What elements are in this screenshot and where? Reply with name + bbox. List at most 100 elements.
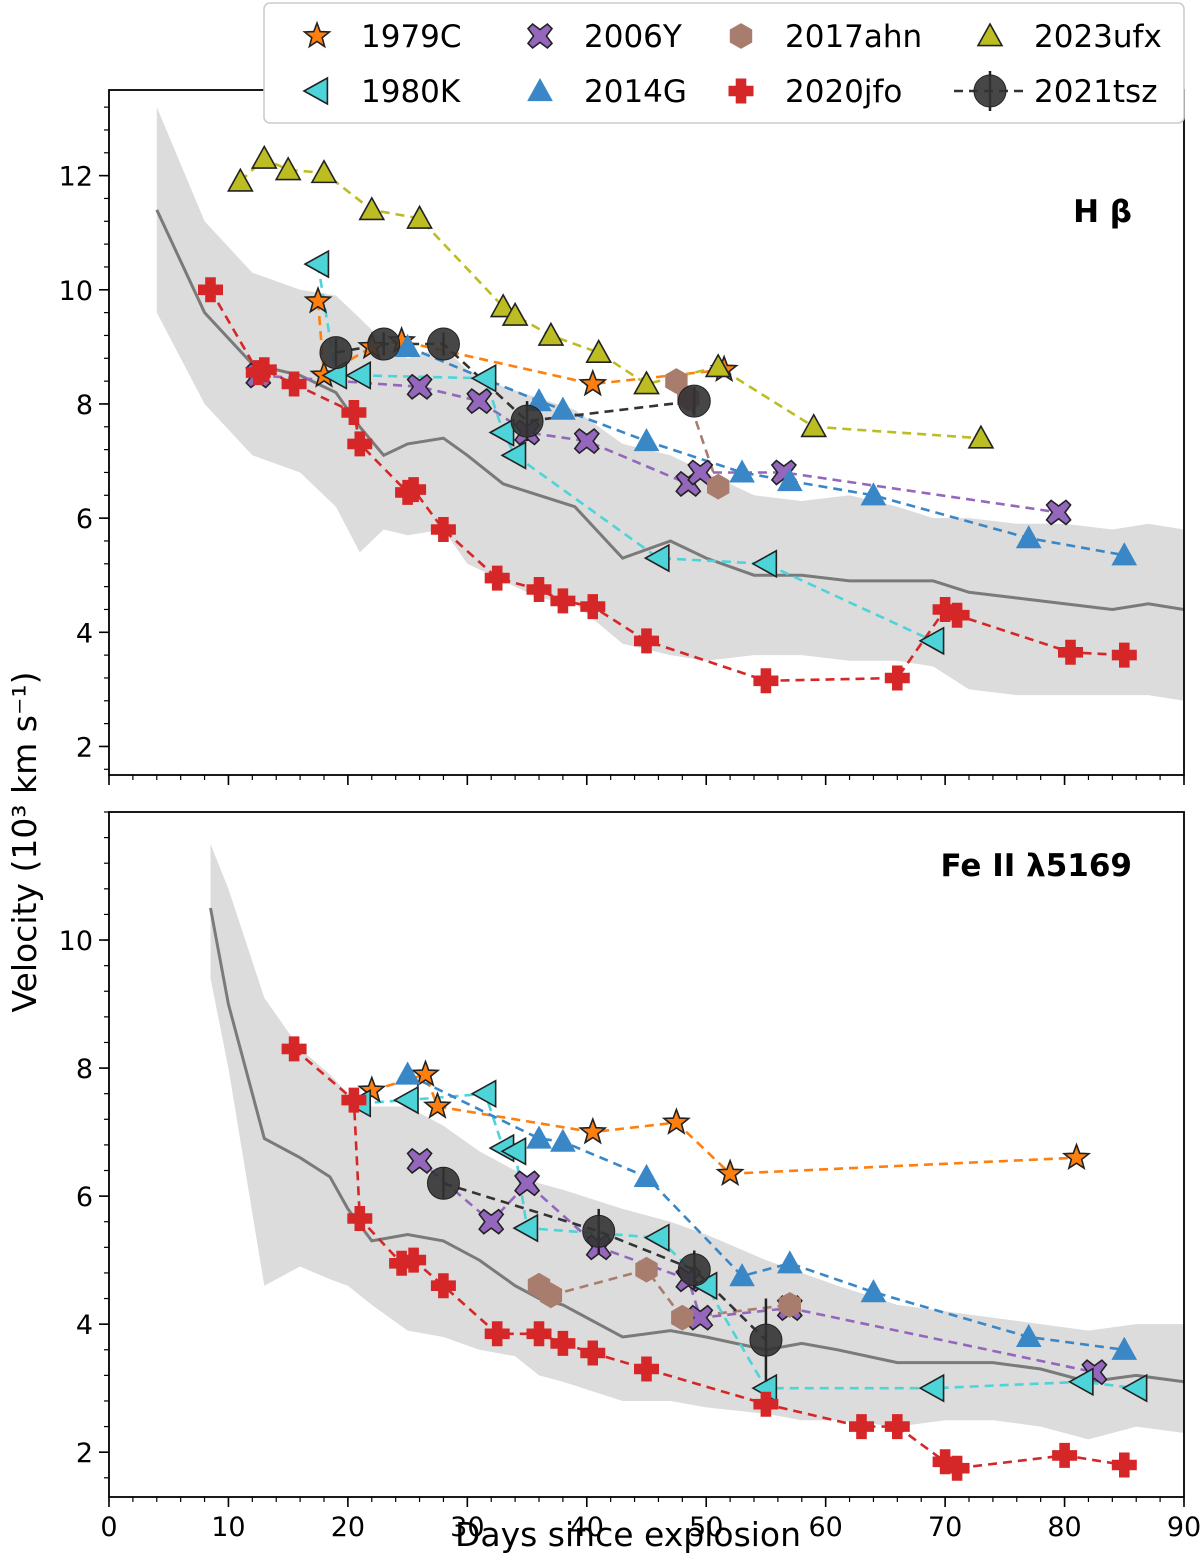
legend-label-2021tsz: 2021tsz bbox=[1034, 74, 1157, 110]
point-2020jfo bbox=[1111, 642, 1137, 668]
series-line-2021tsz bbox=[443, 1182, 767, 1342]
point-1979C bbox=[411, 1059, 441, 1087]
point-2023ufx bbox=[585, 338, 613, 363]
legend-entry-1980K: 1980K bbox=[302, 74, 461, 110]
point-2017ahn bbox=[539, 1282, 563, 1309]
point-1980K bbox=[500, 1136, 527, 1166]
series-1980K bbox=[303, 249, 945, 656]
point-1979C bbox=[422, 1091, 452, 1119]
point-2020jfo bbox=[484, 565, 510, 591]
point-2014G bbox=[776, 1250, 803, 1274]
legend-marker-2006Y bbox=[526, 22, 554, 50]
point-2020jfo bbox=[1058, 639, 1083, 665]
point-2014G bbox=[394, 333, 421, 357]
point-2006Y bbox=[406, 373, 433, 400]
point-1980K bbox=[345, 361, 372, 390]
point-2020jfo bbox=[932, 597, 958, 622]
y-tick-label: 4 bbox=[76, 1310, 93, 1341]
point-1980K bbox=[1067, 1367, 1094, 1397]
point-2021tsz bbox=[426, 327, 460, 361]
point-1979C bbox=[578, 1116, 608, 1145]
point-2020jfo bbox=[884, 1414, 910, 1440]
point-2021tsz bbox=[749, 1323, 783, 1357]
point-2021tsz bbox=[677, 1253, 711, 1287]
legend-marker-2014G bbox=[527, 77, 553, 102]
point-1980K bbox=[643, 1223, 670, 1253]
y-tick-label: 2 bbox=[76, 732, 93, 763]
point-2020jfo bbox=[401, 1247, 427, 1273]
template-band bbox=[156, 107, 1184, 701]
legend-marker-2020jfo bbox=[728, 78, 754, 104]
point-2014G bbox=[633, 1163, 660, 1188]
point-2014G bbox=[729, 1263, 755, 1287]
panel-label: Fe II λ5169 bbox=[941, 848, 1133, 884]
axes-frame bbox=[108, 811, 1185, 1498]
legend-marker-1980K bbox=[302, 76, 329, 106]
panel-label: H β bbox=[1073, 194, 1132, 230]
plot-area bbox=[209, 844, 1184, 1481]
point-2014G bbox=[550, 396, 576, 420]
x-tick-label: 40 bbox=[570, 1512, 604, 1543]
point-2006Y bbox=[1045, 499, 1072, 526]
point-2020jfo bbox=[526, 1321, 552, 1347]
point-2020jfo bbox=[849, 1414, 874, 1440]
series-line-2020jfo bbox=[209, 289, 1125, 683]
legend-label-1980K: 1980K bbox=[361, 74, 461, 110]
point-2006Y bbox=[573, 428, 600, 455]
point-2020jfo bbox=[1052, 1442, 1078, 1468]
point-2023ufx bbox=[274, 156, 302, 181]
point-2020jfo bbox=[753, 1391, 779, 1417]
point-2006Y bbox=[406, 1147, 433, 1174]
x-tick-label: 80 bbox=[1047, 1512, 1081, 1543]
point-2023ufx bbox=[358, 196, 386, 221]
point-1979C bbox=[357, 1075, 387, 1103]
y-tick-label: 6 bbox=[76, 504, 93, 535]
point-1980K bbox=[512, 1213, 539, 1243]
point-2020jfo bbox=[341, 1087, 367, 1113]
point-2020jfo bbox=[484, 1321, 510, 1347]
point-2023ufx bbox=[967, 424, 995, 449]
point-2020jfo bbox=[932, 1449, 958, 1475]
legend-marker-2021tsz bbox=[973, 74, 1007, 108]
point-2020jfo bbox=[430, 517, 456, 542]
series-1979C bbox=[357, 1059, 1092, 1187]
point-2020jfo bbox=[198, 277, 223, 303]
point-2023ufx bbox=[227, 167, 254, 192]
point-2023ufx bbox=[537, 321, 565, 346]
template-mean-line bbox=[209, 907, 1184, 1384]
point-1980K bbox=[303, 249, 330, 279]
point-2021tsz bbox=[319, 336, 353, 370]
point-2020jfo bbox=[401, 477, 427, 503]
point-2017ahn bbox=[671, 1304, 694, 1331]
point-2006Y bbox=[466, 388, 493, 415]
point-2014G bbox=[729, 459, 755, 483]
series-line-2006Y bbox=[258, 374, 1059, 514]
point-2020jfo bbox=[634, 628, 659, 654]
y-tick-label: 8 bbox=[76, 1054, 93, 1085]
legend-marker-2023ufx bbox=[976, 22, 1004, 47]
point-1980K bbox=[470, 1079, 497, 1109]
point-2014G bbox=[1015, 1323, 1042, 1348]
x-tick-label: 70 bbox=[928, 1512, 962, 1543]
legend: 1979C 2006Y 2017ahn 2023ufx 1980K 2014G 2020jf… bbox=[263, 2, 1185, 124]
point-1980K bbox=[918, 1373, 945, 1403]
point-2021tsz bbox=[582, 1214, 616, 1248]
x-axis-title: Days since explosion bbox=[455, 1515, 801, 1554]
point-2023ufx bbox=[633, 370, 660, 395]
point-2020jfo bbox=[251, 357, 277, 383]
point-2023ufx bbox=[501, 301, 529, 326]
series-2014G bbox=[394, 333, 1138, 566]
legend-label-1979C: 1979C bbox=[361, 19, 462, 55]
legend-label-2006Y: 2006Y bbox=[584, 19, 682, 55]
legend-label-2017ahn: 2017ahn bbox=[785, 19, 922, 55]
x-tick-label: 0 bbox=[100, 1512, 117, 1543]
point-2023ufx bbox=[250, 144, 278, 169]
point-2014G bbox=[860, 1279, 887, 1303]
point-2021tsz bbox=[677, 384, 711, 418]
point-1980K bbox=[751, 549, 778, 579]
y-tick-label: 10 bbox=[59, 276, 93, 307]
point-2014G bbox=[394, 1061, 421, 1085]
point-2020jfo bbox=[634, 1356, 659, 1382]
point-2014G bbox=[1015, 525, 1042, 549]
x-tick-label: 50 bbox=[689, 1512, 723, 1543]
